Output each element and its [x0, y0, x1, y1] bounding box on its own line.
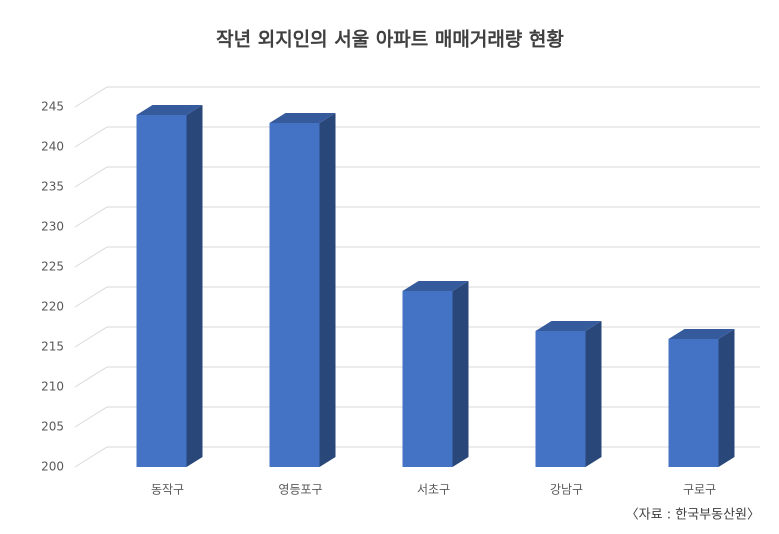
grid-line — [74, 126, 760, 148]
x-tick-label: 영등포구 — [278, 483, 322, 497]
grid-line — [74, 166, 760, 188]
x-tick-label: 강남구 — [550, 483, 583, 497]
chart-title: 작년 외지인의 서울 아파트 매매거래량 현황 — [216, 28, 564, 51]
bar-side — [319, 113, 336, 467]
y-tick-label: 240 — [41, 140, 64, 154]
bar — [136, 115, 187, 467]
grid-line — [74, 86, 760, 108]
bar-side — [585, 321, 602, 467]
bar — [668, 339, 719, 467]
bar-top — [535, 321, 602, 331]
source-note: 〈자료 : 한국부동산원〉 — [626, 508, 760, 523]
y-tick-label: 225 — [41, 260, 64, 274]
grid-line — [74, 246, 760, 268]
bar-side — [186, 105, 203, 467]
bar — [535, 331, 586, 467]
bar — [402, 291, 453, 467]
bar-top — [668, 329, 735, 339]
bar-top — [269, 113, 336, 123]
bar-side — [718, 329, 735, 467]
y-tick-label: 200 — [41, 460, 64, 474]
y-tick-label: 205 — [41, 420, 64, 434]
x-tick-label: 구로구 — [683, 483, 716, 497]
y-tick-label: 230 — [41, 220, 64, 234]
y-tick-label: 210 — [41, 380, 64, 394]
y-tick-label: 245 — [41, 100, 64, 114]
bar — [269, 123, 320, 467]
y-tick-label: 235 — [41, 180, 64, 194]
bar-top — [402, 281, 469, 291]
x-tick-label: 동작구 — [151, 483, 184, 497]
bar-top — [136, 105, 203, 115]
x-tick-label: 서초구 — [417, 483, 450, 497]
bar-side — [452, 281, 469, 467]
y-tick-label: 215 — [41, 340, 64, 354]
grid-line — [74, 286, 760, 308]
grid-line — [74, 206, 760, 228]
y-tick-label: 220 — [41, 300, 64, 314]
